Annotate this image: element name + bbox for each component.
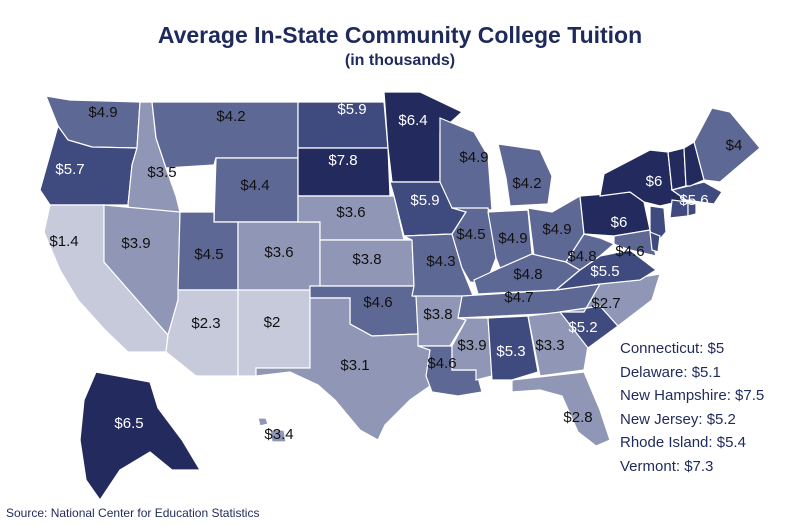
state-label-ca: $1.4: [49, 233, 78, 250]
state-label-mi: $4.2: [512, 175, 541, 192]
state-label-nv: $3.9: [121, 235, 150, 252]
state-label-va: $5.5: [590, 263, 619, 280]
state-label-or: $5.7: [55, 161, 84, 178]
legend-item: Delaware: $5.1: [620, 363, 721, 381]
state-label-hi: $3.4: [264, 426, 293, 443]
state-label-ma: $5.6: [679, 192, 708, 209]
state-label-mn: $6.4: [398, 112, 427, 129]
state-label-oh: $4.9: [542, 221, 571, 238]
state-de: [649, 231, 661, 253]
state-label-in: $4.9: [498, 230, 527, 247]
state-label-nc: $2.7: [591, 295, 620, 312]
state-az: [165, 289, 239, 377]
legend-item: New Jersey: $5.2: [620, 410, 736, 428]
state-label-il: $4.5: [456, 226, 485, 243]
state-label-mt: $4.2: [216, 108, 245, 125]
state-label-ut: $4.5: [194, 246, 223, 263]
state-label-ks: $3.8: [352, 251, 381, 268]
map-subtitle: (in thousands): [344, 52, 456, 69]
legend-item: Rhode Island: $5.4: [620, 434, 746, 452]
state-wi: [439, 117, 493, 211]
state-label-tn: $4.7: [504, 289, 533, 306]
state-label-ar: $3.8: [423, 306, 452, 323]
state-label-md: $4.6: [615, 243, 644, 260]
legend-item: Vermont: $7.3: [620, 457, 714, 475]
state-ak: [79, 371, 202, 502]
state-label-nd: $5.9: [337, 101, 366, 118]
state-label-id: $3.5: [147, 164, 176, 181]
state-label-ga: $3.3: [535, 337, 564, 354]
legend-item: New Hampshire: $7.5: [620, 387, 765, 405]
state-al: [487, 315, 539, 381]
state-label-co: $3.6: [264, 244, 293, 261]
state-ma: [670, 181, 723, 205]
map-title: Average In-State Community College Tuiti…: [157, 22, 643, 48]
state-label-tx: $3.1: [340, 357, 369, 374]
state-label-fl: $2.8: [563, 409, 592, 426]
small-states-legend: Connecticut: $5 Delaware: $5.1 New Hamps…: [620, 337, 764, 479]
state-hi: [257, 417, 287, 443]
state-fl: [511, 371, 611, 447]
state-ri: [687, 201, 697, 217]
state-nh: [683, 141, 705, 187]
state-label-wi: $4.9: [459, 149, 488, 166]
state-label-wv: $4.8: [567, 248, 596, 265]
state-label-ky: $4.8: [513, 266, 542, 283]
state-label-la: $4.6: [427, 355, 456, 372]
state-label-me: $4: [726, 137, 743, 154]
state-nm: [237, 289, 311, 377]
source-note: Source: National Center for Education St…: [6, 506, 260, 520]
legend-item: Connecticut: $5: [620, 340, 725, 357]
state-label-ia: $5.9: [410, 192, 439, 209]
state-label-pa: $6: [611, 214, 628, 231]
state-label-ak: $6.5: [114, 415, 143, 432]
state-label-az: $2.3: [191, 315, 220, 332]
state-label-nm: $2: [264, 314, 281, 331]
state-tx: [255, 297, 431, 441]
state-label-sc: $5.2: [568, 319, 597, 336]
state-mi: [497, 143, 553, 207]
state-label-ny: $6: [646, 173, 663, 190]
state-label-ne: $3.6: [336, 204, 365, 221]
state-label-sd: $7.8: [328, 152, 357, 169]
state-label-ok: $4.6: [363, 294, 392, 311]
state-label-wa: $4.9: [88, 104, 117, 121]
state-label-wy: $4.4: [240, 177, 269, 194]
state-label-mo: $4.3: [426, 253, 455, 270]
state-md: [613, 229, 657, 257]
state-label-ms: $3.9: [457, 337, 486, 354]
state-label-al: $5.3: [496, 343, 525, 360]
